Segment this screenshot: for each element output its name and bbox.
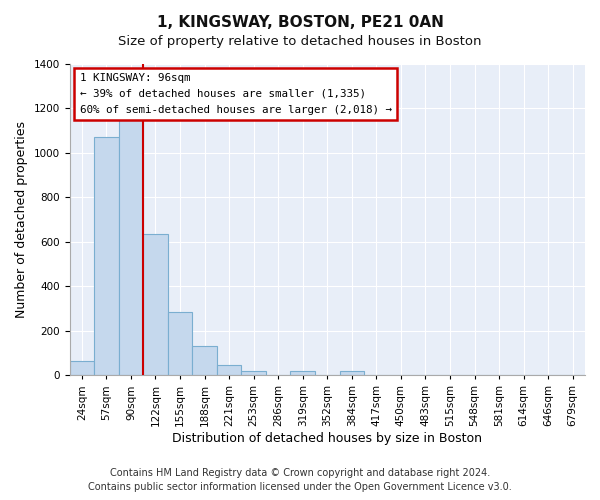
- Y-axis label: Number of detached properties: Number of detached properties: [15, 121, 28, 318]
- Bar: [241, 371, 266, 376]
- Bar: [94, 138, 119, 376]
- Text: Contains HM Land Registry data © Crown copyright and database right 2024.
Contai: Contains HM Land Registry data © Crown c…: [88, 468, 512, 492]
- Text: 1, KINGSWAY, BOSTON, PE21 0AN: 1, KINGSWAY, BOSTON, PE21 0AN: [157, 15, 443, 30]
- Bar: [168, 312, 192, 376]
- Bar: [192, 346, 217, 376]
- Bar: [340, 371, 364, 376]
- Bar: [143, 234, 168, 376]
- X-axis label: Distribution of detached houses by size in Boston: Distribution of detached houses by size …: [172, 432, 482, 445]
- Bar: [217, 365, 241, 376]
- Text: Size of property relative to detached houses in Boston: Size of property relative to detached ho…: [118, 35, 482, 48]
- Bar: [119, 118, 143, 376]
- Bar: [290, 371, 315, 376]
- Bar: [70, 361, 94, 376]
- Text: 1 KINGSWAY: 96sqm
← 39% of detached houses are smaller (1,335)
60% of semi-detac: 1 KINGSWAY: 96sqm ← 39% of detached hous…: [80, 74, 392, 114]
